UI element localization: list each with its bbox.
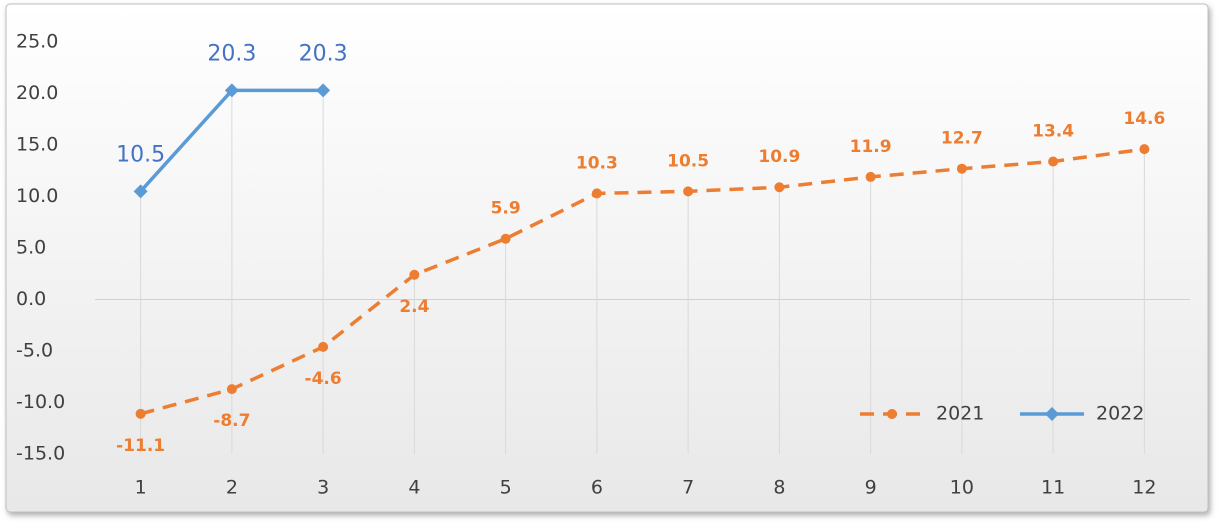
data-label: 10.5 (667, 151, 709, 171)
data-label: 13.4 (1032, 121, 1074, 141)
legend-marker (1045, 407, 1059, 421)
y-tick-label: 5.0 (16, 237, 46, 259)
x-tick-label: 3 (317, 477, 329, 499)
y-tick-label: 10.0 (16, 185, 58, 207)
x-tick-label: 2 (226, 477, 238, 499)
marker (774, 182, 785, 193)
data-label: 2.4 (399, 297, 429, 317)
y-tick-label: -10.0 (16, 391, 65, 413)
x-tick-label: 11 (1041, 477, 1065, 499)
marker (865, 171, 876, 182)
data-label: 20.3 (207, 41, 256, 66)
data-label: -8.7 (213, 411, 250, 431)
y-tick-label: 20.0 (16, 82, 58, 104)
legend-marker (887, 409, 897, 419)
data-label: 10.5 (116, 142, 165, 167)
data-label: 10.9 (758, 147, 800, 167)
x-tick-label: 8 (773, 477, 785, 499)
y-tick-label: 15.0 (16, 134, 58, 156)
marker (224, 83, 239, 98)
marker (316, 83, 331, 98)
legend-label: 2021 (936, 403, 984, 425)
marker (1139, 144, 1150, 155)
x-tick-label: 4 (408, 477, 420, 499)
data-label: 10.3 (576, 153, 618, 173)
data-label: 12.7 (941, 129, 983, 149)
y-tick-label: 0.0 (16, 288, 46, 310)
y-tick-label: -15.0 (16, 443, 65, 465)
marker (135, 408, 146, 419)
marker (133, 184, 148, 199)
data-label: 20.3 (299, 41, 348, 66)
x-tick-label: 1 (135, 477, 147, 499)
x-tick-label: 10 (950, 477, 974, 499)
data-label: -4.6 (305, 369, 342, 389)
series-line (140, 147, 1145, 416)
marker (1048, 156, 1059, 167)
data-label: 5.9 (491, 199, 521, 219)
x-tick-label: 5 (500, 477, 512, 499)
marker (956, 163, 967, 174)
x-tick-label: 9 (865, 477, 877, 499)
data-label: 11.9 (850, 137, 892, 157)
data-label: 14.6 (1123, 109, 1165, 129)
y-tick-label: -5.0 (16, 340, 53, 362)
x-tick-label: 6 (591, 477, 603, 499)
x-tick-label: 12 (1132, 477, 1156, 499)
marker (500, 233, 511, 244)
marker (226, 384, 237, 395)
marker (318, 341, 329, 352)
marker (409, 269, 420, 280)
y-tick-label: 25.0 (16, 31, 58, 53)
x-tick-label: 7 (682, 477, 694, 499)
data-label: -11.1 (116, 436, 165, 456)
legend-label: 2022 (1096, 403, 1144, 425)
marker (591, 188, 602, 199)
chart-frame (5, 3, 1209, 513)
marker (683, 186, 694, 197)
